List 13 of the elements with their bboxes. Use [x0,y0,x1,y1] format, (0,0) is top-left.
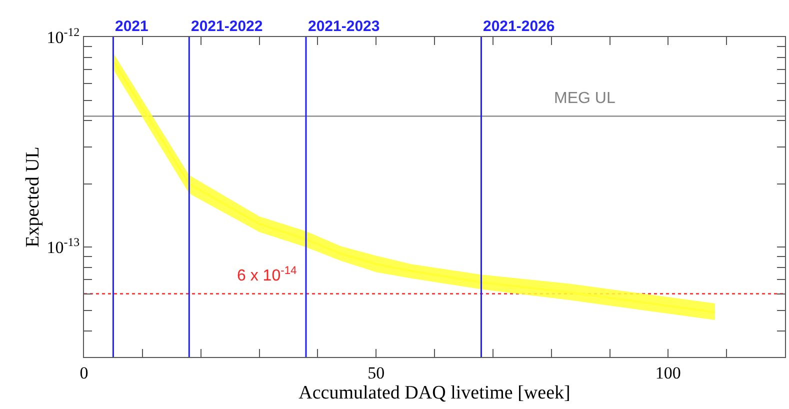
x-tick-label: 100 [655,363,681,382]
x-axis-title: Accumulated DAQ livetime [week] [298,382,570,404]
ref-line-label: MEG UL [554,90,616,107]
text: 2021 [115,18,148,35]
text: 2021-2023 [308,18,380,35]
text: 2021-2022 [191,18,263,35]
ref-line-label: 6 x 10$^{-14}$ [237,265,297,285]
x-tick-label: 50 [368,363,385,382]
y-tick-label: 10$^{-12}$ [46,24,80,47]
x-tick-label: 0 [80,363,88,382]
y-tick-label: 10$^{-13}$ [46,234,80,258]
text: 2021-2026 [483,18,555,35]
y-axis-title: Expected UL [22,146,44,248]
